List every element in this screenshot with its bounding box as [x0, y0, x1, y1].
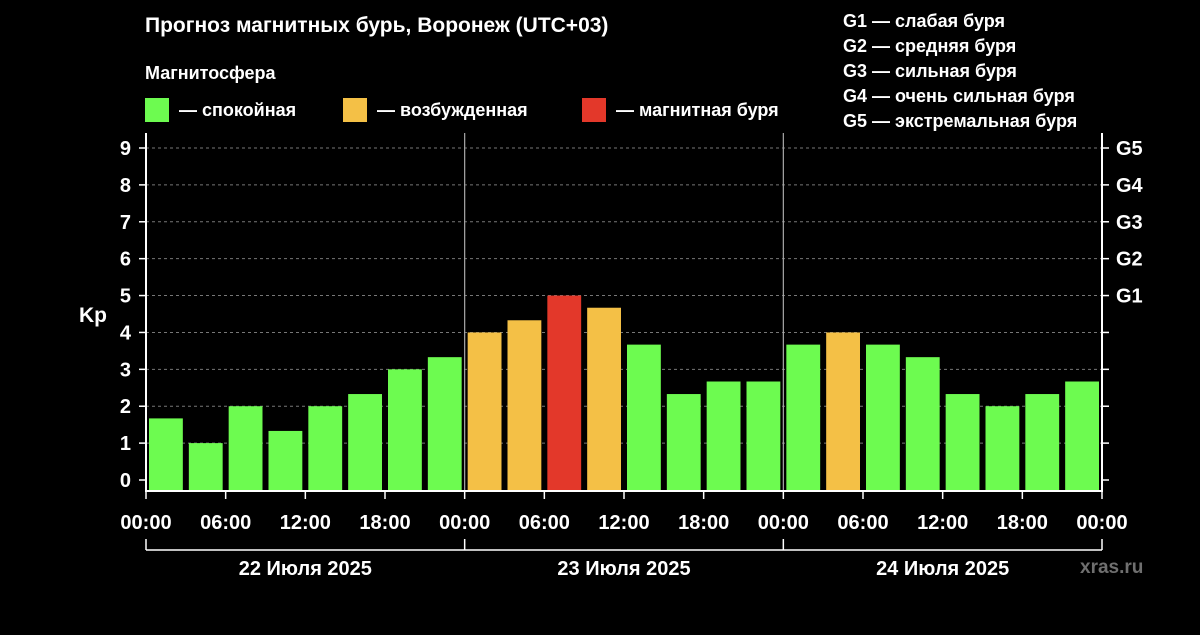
kp-bar [308, 406, 343, 490]
kp-bar [188, 443, 223, 490]
storm-level-g2: G2 — средняя буря [843, 36, 1017, 56]
magnetosphere-label: Магнитосфера [145, 63, 276, 83]
day-label: 24 Июля 2025 [876, 558, 1009, 580]
x-tick-label: 18:00 [997, 512, 1048, 534]
y-tick-label: 4 [120, 322, 132, 344]
kp-bar [826, 332, 860, 490]
legend-swatch-excited [343, 98, 367, 122]
kp-bar [866, 344, 900, 490]
chart-title: Прогноз магнитных бурь, Воронеж (UTC+03) [145, 14, 609, 37]
x-tick-label: 06:00 [519, 512, 570, 534]
kp-bar [149, 418, 183, 490]
kp-bar [348, 394, 382, 490]
legend-label-excited: — возбужденная [377, 99, 528, 120]
kp-bar [427, 357, 462, 490]
y-tick-label: 3 [120, 359, 131, 381]
storm-tick-label: G4 [1116, 175, 1144, 197]
x-tick-label: 00:00 [120, 512, 171, 534]
legend-item-storm: — магнитная буря [582, 98, 779, 122]
legend-item-excited: — возбужденная [343, 98, 528, 122]
storm-tick-label: G2 [1116, 249, 1143, 271]
kp-bar [627, 344, 661, 490]
storm-tick-label: G1 [1116, 286, 1143, 308]
y-tick-label: 5 [120, 286, 131, 308]
watermark: xras.ru [1080, 557, 1144, 578]
legend-label-calm: — спокойная [179, 99, 297, 120]
kp-bar [268, 430, 303, 490]
y-tick-label: 7 [120, 212, 131, 234]
legend-swatch-storm [582, 98, 606, 122]
kp-bar [746, 381, 781, 490]
x-tick-label: 00:00 [758, 512, 809, 534]
x-tick-label: 00:00 [1076, 512, 1127, 534]
y-tick-label: 2 [120, 396, 131, 418]
activity-legend: — спокойная — возбужденная — магнитная б… [0, 98, 1200, 124]
legend-label-storm: — магнитная буря [616, 99, 779, 120]
kp-bar [467, 332, 502, 490]
x-tick-label: 00:00 [439, 512, 490, 534]
kp-bar [587, 307, 621, 490]
y-tick-label: 0 [120, 470, 131, 492]
kp-bar [945, 394, 980, 490]
x-tick-label: 06:00 [837, 512, 888, 534]
storm-level-g4: G4 — очень сильная буря [843, 86, 1075, 106]
y-tick-label: 1 [120, 433, 131, 455]
storm-level-legend: G1 — слабая буря G2 — средняя буря G3 — … [843, 9, 1077, 134]
kp-bar [905, 357, 940, 490]
y-tick-label: 9 [120, 138, 131, 160]
storm-level-g1: G1 — слабая буря [843, 11, 1006, 31]
storm-tick-label: G3 [1116, 212, 1143, 234]
kp-bar [228, 406, 263, 490]
day-label: 22 Июля 2025 [239, 558, 372, 580]
x-tick-label: 18:00 [359, 512, 410, 534]
y-tick-label: 6 [120, 249, 131, 271]
legend-swatch-calm [145, 98, 169, 122]
storm-level-g5: G5 — экстремальная буря [843, 111, 1078, 131]
x-tick-label: 06:00 [200, 512, 251, 534]
kp-bar [985, 406, 1020, 490]
kp-bar [706, 381, 741, 490]
y-axis-title: Kp [79, 304, 107, 327]
x-tick-label: 12:00 [280, 512, 331, 534]
y-tick-label: 8 [120, 175, 131, 197]
kp-bar [1025, 394, 1060, 490]
kp-bar [666, 394, 701, 490]
kp-bar [507, 320, 542, 490]
x-tick-label: 12:00 [598, 512, 649, 534]
storm-level-g3: G3 — сильная буря [843, 61, 1017, 81]
kp-bar [1065, 381, 1099, 490]
kp-bar [547, 295, 582, 490]
day-label: 23 Июля 2025 [557, 558, 690, 580]
x-tick-label: 18:00 [678, 512, 729, 534]
storm-tick-label: G5 [1116, 138, 1143, 160]
x-tick-label: 12:00 [917, 512, 968, 534]
kp-bar [786, 344, 821, 490]
legend-item-calm: — спокойная [145, 98, 296, 122]
kp-bar [388, 369, 422, 490]
